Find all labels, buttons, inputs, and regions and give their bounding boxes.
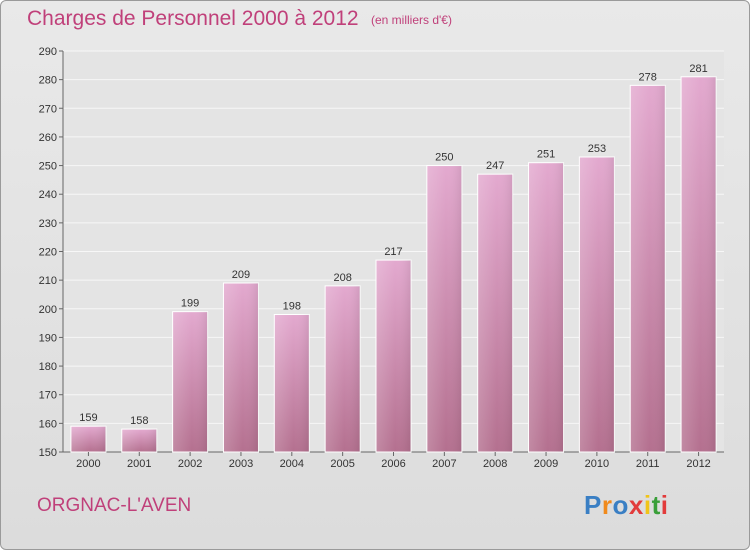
y-tick-label: 270: [39, 103, 57, 115]
chart-subtitle: (en milliers d'€): [371, 13, 452, 27]
x-tick-label: 2007: [432, 458, 456, 470]
data-label: 198: [283, 301, 301, 313]
logo-letter: i: [660, 490, 669, 520]
x-tick-label: 2002: [178, 458, 202, 470]
bar-shading: [376, 260, 411, 452]
proxiti-logo: Proxiti: [584, 490, 668, 521]
bar-shading: [579, 156, 615, 452]
x-tick-label: 2009: [534, 458, 558, 470]
x-tick-label: 2006: [381, 458, 405, 470]
data-label: 209: [232, 269, 250, 281]
y-tick-label: 280: [39, 75, 57, 87]
data-label: 158: [130, 415, 148, 427]
bar-shading: [70, 426, 106, 452]
y-tick-label: 180: [39, 361, 57, 373]
y-tick-label: 210: [39, 275, 57, 287]
data-label: 159: [79, 412, 97, 424]
bar-shading: [681, 76, 717, 453]
logo-letter: t: [651, 490, 661, 520]
chart-title: Charges de Personnel 2000 à 2012: [27, 7, 359, 30]
y-tick-label: 200: [39, 304, 57, 316]
data-label: 199: [181, 298, 199, 310]
bar-shading: [426, 165, 462, 453]
logo-letter: x: [628, 490, 644, 520]
bar-shading: [274, 314, 310, 452]
x-tick-label: 2003: [229, 458, 253, 470]
bar-shading: [121, 429, 157, 452]
bar-shading: [528, 162, 564, 452]
x-tick-label: 2010: [585, 458, 609, 470]
y-tick-label: 240: [39, 189, 57, 201]
y-tick-label: 250: [39, 161, 57, 173]
y-tick-label: 170: [39, 390, 57, 402]
x-tick-label: 2001: [127, 458, 151, 470]
data-label: 251: [537, 149, 555, 161]
y-tick-label: 150: [39, 447, 57, 459]
data-label: 278: [639, 71, 657, 83]
bar-shading: [630, 85, 666, 452]
data-label: 281: [689, 63, 707, 75]
y-tick-label: 290: [39, 46, 57, 58]
bar-shading: [477, 174, 513, 452]
bar-shading: [172, 311, 208, 452]
data-label: 217: [384, 246, 402, 258]
logo-letter: i: [643, 490, 652, 520]
x-tick-label: 2004: [280, 458, 304, 470]
y-tick-label: 230: [39, 218, 57, 230]
logo-letter: P: [584, 490, 602, 520]
logo-letter: o: [612, 490, 629, 520]
y-tick-label: 260: [39, 132, 57, 144]
data-label: 247: [486, 160, 504, 172]
x-tick-label: 2005: [330, 458, 354, 470]
y-tick-label: 220: [39, 247, 57, 259]
x-tick-label: 2012: [686, 458, 710, 470]
data-label: 253: [588, 143, 606, 155]
y-tick-label: 190: [39, 332, 57, 344]
y-tick-label: 160: [39, 418, 57, 430]
x-tick-label: 2008: [483, 458, 507, 470]
bar-shading: [325, 285, 361, 452]
data-label: 208: [333, 272, 351, 284]
commune-name: ORGNAC-L'AVEN: [37, 495, 192, 516]
data-label: 250: [435, 152, 453, 164]
x-tick-label: 2000: [76, 458, 100, 470]
bar-shading: [223, 283, 259, 452]
logo-letter: r: [601, 490, 613, 520]
x-tick-label: 2011: [636, 458, 660, 470]
